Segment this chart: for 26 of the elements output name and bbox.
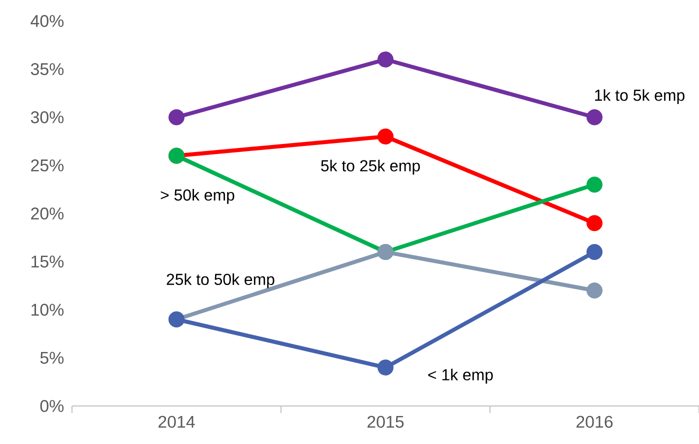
series-label: > 50k emp [160,188,234,204]
x-tick-label: 2014 [158,416,195,428]
y-tick-label: 30% [30,111,64,124]
series-label: 25k to 50k emp [166,273,274,288]
y-tick-label: 25% [31,159,64,172]
x-tick-label: 2016 [576,416,613,428]
y-tick-label: 0% [40,400,64,412]
point [586,244,603,260]
point [378,360,394,376]
series-label: < 1k emp [428,368,493,384]
y-tick-label: 15% [32,256,64,268]
x-tick-label: 2015 [368,416,404,428]
y-tick-label: 35% [30,63,64,76]
y-tick-label: 40% [30,15,64,28]
point [586,176,603,193]
point [586,109,603,126]
point [378,52,394,68]
y-tick-label: 20% [31,208,64,220]
y-tick-label: 10% [32,304,64,316]
point [168,109,184,126]
point [586,215,603,232]
y-tick-label: 5% [40,352,64,364]
series-label: 1k to 5k emp [595,89,684,104]
point [378,128,394,144]
series-label: 5k to 25k emp [321,160,420,175]
point [586,282,603,298]
